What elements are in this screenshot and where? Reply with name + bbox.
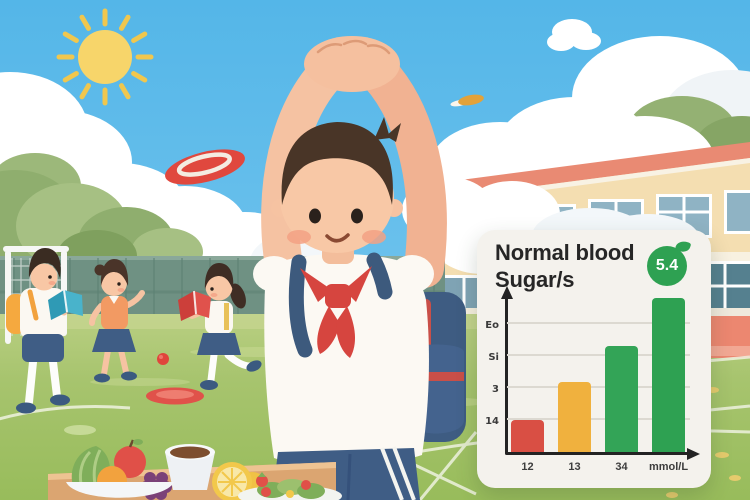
- main-boy-stretching: [253, 36, 466, 500]
- y-axis-arrow: [500, 286, 513, 299]
- y-axis: [505, 298, 508, 454]
- card-title-line1: Normal blood: [495, 240, 635, 265]
- frisbee-on-grass: [146, 387, 204, 405]
- y-tick-label: 3: [492, 384, 499, 395]
- boy-right-arm: [352, 46, 447, 288]
- background-student-boy-reading: [6, 248, 83, 414]
- boy-shirt: [264, 253, 429, 467]
- y-tick-label: 14: [485, 416, 499, 427]
- card-title-line2: Sugar/s: [495, 266, 575, 292]
- teacup: [165, 444, 215, 490]
- lunch-table: [48, 425, 342, 500]
- background-student-girl-reading: [178, 263, 262, 390]
- x-tick-label: 12: [521, 461, 534, 473]
- x-tick-label: 13: [568, 461, 581, 473]
- chart-yticks: Eo Si 3 14: [477, 292, 503, 452]
- bar-12: [511, 420, 544, 452]
- boy-head: [271, 117, 403, 253]
- frisbee-red-flying: [165, 149, 245, 185]
- salad-plate: [238, 472, 342, 500]
- gridline: [507, 386, 690, 388]
- boy-hands: [304, 36, 400, 92]
- y-tick-label: Si: [488, 352, 499, 363]
- chart-gridlines: [507, 292, 690, 452]
- red-ball: [157, 353, 169, 365]
- y-tick-label: Eo: [485, 320, 499, 331]
- gridline: [507, 354, 690, 356]
- boy-strap-right: [366, 252, 393, 300]
- cloud-small-top: [547, 19, 601, 51]
- boy-strap-left: [288, 254, 313, 358]
- chart-xlabels: 12 13 34 mmol/L: [507, 461, 707, 479]
- boy-left-arm: [261, 49, 351, 285]
- blood-sugar-card: Normal blood Sugar/s 5.4 Eo Si 3 14 12 13 34 m…: [477, 230, 711, 488]
- x-tick-label: mmol/L: [648, 461, 689, 473]
- sun-icon: [56, 8, 154, 106]
- gridline: [507, 418, 690, 420]
- frisbee-yellow-flying: [450, 94, 484, 107]
- chart-bars: [507, 292, 690, 452]
- small-ground-cloud: [197, 218, 223, 228]
- badge-leaf-icon: [674, 239, 692, 254]
- blood-sugar-value-badge: 5.4: [647, 239, 692, 286]
- boy-neckerchief: [300, 266, 372, 358]
- bar-13: [558, 381, 591, 452]
- fruit-bowl: [66, 439, 174, 500]
- bar-mmol/L: [652, 298, 685, 452]
- badge-value: 5.4: [655, 257, 679, 274]
- x-axis-arrow: [687, 447, 700, 460]
- bar-34: [605, 346, 638, 452]
- x-tick-label: 34: [615, 461, 628, 473]
- background-student-girl-walking: [89, 259, 145, 383]
- x-axis: [505, 452, 689, 455]
- card-title: Normal blood Sugar/s: [495, 240, 635, 294]
- gridline: [507, 322, 690, 324]
